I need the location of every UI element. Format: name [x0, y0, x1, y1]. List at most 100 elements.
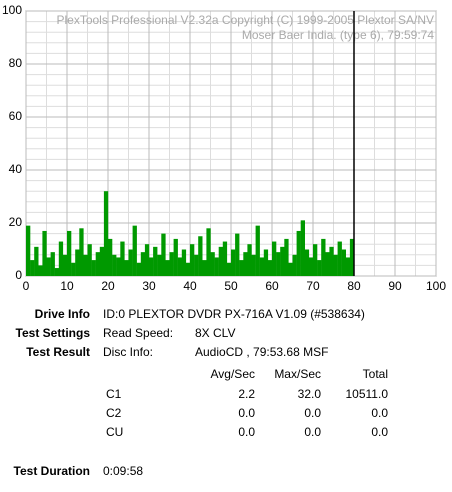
bar: [149, 257, 154, 276]
bar: [321, 238, 326, 276]
watermark: PlexTools Professional V2.32a Copyright …: [56, 13, 434, 27]
value: ID:0 PLEXTOR DVDR PX-716A V1.09 (#538634…: [103, 307, 365, 321]
bar: [124, 260, 129, 276]
watermark: Moser Baer India. (type 6), 79:59:74: [242, 28, 434, 42]
y-tick-label: 100: [2, 3, 22, 17]
column-header: Max/Sec: [274, 367, 321, 381]
bar: [38, 265, 43, 276]
column-header: Total: [363, 367, 388, 381]
row-label: C1: [106, 387, 122, 401]
row-label: C2: [106, 406, 122, 420]
y-tick-label: 40: [9, 162, 23, 176]
bar: [34, 246, 39, 276]
x-tick-label: 10: [60, 279, 74, 293]
bar: [222, 241, 228, 276]
bar: [46, 257, 51, 276]
bar: [67, 230, 72, 276]
bar: [349, 238, 355, 276]
bar: [161, 233, 166, 276]
bar: [341, 249, 346, 276]
cell: 0.0: [304, 425, 321, 439]
y-tick-label: 80: [9, 56, 23, 70]
bar: [79, 228, 84, 276]
bar: [26, 225, 31, 276]
bar: [190, 244, 195, 276]
bar: [198, 236, 203, 276]
bar: [329, 246, 334, 276]
result-table: Avg/Sec Max/Sec Total C1 2.2 32.0 10511.0 C2 0.0…: [106, 367, 388, 439]
bar: [99, 246, 105, 276]
y-tick-label: 0: [15, 268, 22, 282]
cell: 0.0: [371, 425, 388, 439]
bar: [165, 260, 170, 276]
bar: [153, 246, 158, 276]
key: Disc Info:: [103, 345, 153, 359]
bar: [255, 225, 260, 276]
bar: [58, 241, 64, 276]
x-tick-label: 80: [347, 279, 361, 293]
bar: [42, 230, 47, 276]
bar: [91, 260, 96, 276]
bar: [128, 249, 133, 276]
value: 0:09:58: [103, 464, 143, 478]
x-tick-label: 0: [23, 279, 30, 293]
bar: [317, 260, 322, 276]
bar: [243, 252, 248, 276]
bar: [333, 254, 338, 276]
bar: [345, 257, 351, 276]
y-tick-label: 20: [9, 215, 23, 229]
bar: [292, 254, 297, 276]
bar: [300, 220, 305, 276]
bar: [206, 228, 211, 276]
x-tick-label: 100: [426, 279, 446, 293]
bar: [54, 268, 59, 276]
bar: [103, 191, 109, 276]
bar: [288, 262, 293, 276]
label: Test Result: [26, 345, 90, 359]
bar: [231, 249, 236, 276]
bar: [95, 252, 100, 276]
bar: [157, 254, 162, 276]
bar: [181, 249, 187, 276]
cell: 32.0: [298, 387, 322, 401]
label: Test Settings: [16, 326, 91, 340]
bar: [313, 244, 318, 276]
label: Drive Info: [35, 307, 90, 321]
row-label: CU: [106, 425, 123, 439]
bar: [235, 233, 240, 276]
bar: [75, 249, 80, 276]
cell: 10511.0: [346, 387, 389, 401]
bar: [108, 238, 113, 276]
bar: [267, 260, 273, 276]
bar: [112, 254, 117, 276]
bar: [284, 238, 289, 276]
bar: [177, 257, 182, 276]
bar: [71, 262, 76, 276]
grid: [25, 10, 437, 277]
bar: [263, 249, 269, 276]
bar: [87, 244, 92, 276]
bar: [251, 254, 256, 276]
bar: [30, 260, 35, 276]
bar: [83, 254, 88, 276]
bar: [194, 254, 199, 276]
label: Test Duration: [14, 464, 90, 478]
bar: [214, 257, 219, 276]
x-tick-label: 70: [306, 279, 320, 293]
bar: [50, 252, 55, 276]
bar: [308, 257, 314, 276]
bar: [202, 260, 207, 276]
value: AudioCD , 79:53.68 MSF: [195, 345, 328, 359]
bar: [276, 252, 281, 276]
y-tick-label: 60: [9, 109, 23, 123]
value: 8X CLV: [195, 326, 235, 340]
key: Read Speed:: [103, 326, 173, 340]
bar: [280, 246, 285, 276]
bar: [144, 244, 150, 276]
cell: 0.0: [371, 406, 388, 420]
x-tick-label: 50: [224, 279, 238, 293]
cell: 2.2: [238, 387, 255, 401]
x-tick-label: 40: [183, 279, 197, 293]
bar: [173, 238, 178, 276]
bar: [132, 225, 137, 276]
